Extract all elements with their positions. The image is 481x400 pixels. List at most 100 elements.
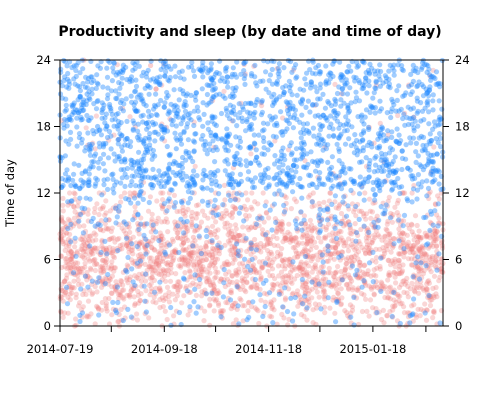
data-point: [159, 206, 165, 212]
data-point: [185, 200, 191, 206]
data-point: [271, 256, 277, 262]
data-point: [424, 281, 430, 287]
data-point: [437, 274, 443, 280]
data-point: [318, 239, 324, 245]
data-point: [232, 196, 239, 202]
data-point: [330, 230, 336, 236]
data-point: [339, 277, 345, 283]
data-point: [366, 174, 372, 180]
data-point: [358, 275, 365, 281]
data-point: [322, 292, 328, 298]
data-point: [59, 281, 65, 287]
data-point: [382, 294, 388, 301]
data-point: [234, 239, 240, 245]
data-point: [292, 244, 298, 250]
data-point: [157, 254, 163, 260]
data-point: [348, 166, 354, 172]
data-point: [228, 228, 234, 234]
data-point: [342, 82, 348, 88]
data-point: [288, 236, 294, 242]
data-point: [229, 247, 235, 253]
data-point: [219, 137, 225, 143]
data-point: [62, 256, 68, 262]
data-point: [404, 232, 410, 238]
data-point: [275, 249, 281, 255]
data-point: [392, 274, 398, 280]
data-point: [404, 242, 410, 248]
data-point: [338, 210, 345, 217]
data-point: [356, 98, 363, 104]
data-point: [313, 266, 319, 272]
data-point: [107, 208, 113, 214]
data-point: [58, 253, 64, 260]
data-point: [382, 157, 388, 163]
data-point: [158, 233, 164, 239]
data-point: [165, 77, 171, 83]
data-point: [123, 196, 129, 202]
data-point: [108, 88, 115, 94]
data-point: [97, 226, 104, 232]
data-point: [178, 136, 184, 142]
data-point: [136, 263, 142, 269]
data-point: [291, 196, 298, 202]
data-point: [102, 275, 109, 281]
data-point: [208, 169, 214, 176]
data-point: [168, 270, 174, 276]
data-point: [136, 257, 142, 263]
data-point: [230, 85, 236, 91]
data-point: [379, 237, 385, 243]
data-point: [300, 279, 306, 285]
data-point: [87, 265, 94, 271]
data-point: [233, 226, 239, 232]
data-point: [308, 238, 314, 244]
data-point: [343, 222, 349, 228]
data-point: [405, 310, 411, 316]
data-point: [416, 234, 422, 241]
data-point: [390, 168, 396, 174]
data-point: [68, 249, 74, 255]
data-point: [314, 158, 320, 164]
data-point: [361, 279, 367, 285]
data-point: [301, 139, 307, 145]
data-point: [274, 235, 280, 241]
data-point: [211, 246, 217, 252]
data-point: [232, 245, 238, 251]
data-point: [228, 109, 234, 115]
data-point: [118, 180, 124, 186]
data-point: [247, 110, 253, 116]
data-point: [150, 122, 157, 128]
data-point: [259, 175, 265, 181]
data-point: [108, 266, 114, 272]
data-point: [136, 172, 142, 179]
data-point: [80, 233, 86, 239]
data-point: [280, 280, 286, 286]
data-point: [116, 136, 122, 142]
data-point: [71, 278, 77, 284]
data-point: [78, 246, 84, 252]
data-point: [320, 147, 326, 153]
data-point: [185, 112, 191, 118]
data-point: [67, 231, 73, 237]
data-point: [425, 150, 431, 157]
data-point: [434, 229, 440, 235]
data-point: [113, 203, 119, 209]
data-point: [435, 193, 441, 199]
data-point: [166, 78, 172, 84]
data-point: [105, 271, 111, 278]
data-point: [220, 202, 226, 208]
data-point: [223, 147, 229, 153]
data-point: [110, 176, 116, 182]
data-point: [141, 101, 147, 107]
data-point: [381, 211, 388, 217]
data-point: [66, 200, 72, 206]
data-point: [323, 115, 329, 121]
data-point: [149, 274, 155, 280]
data-point: [385, 277, 391, 283]
data-point: [390, 99, 396, 105]
data-point: [173, 250, 179, 256]
data-point: [236, 190, 242, 196]
data-point: [164, 128, 171, 134]
data-point: [320, 289, 326, 295]
data-point: [151, 102, 158, 108]
data-point: [366, 78, 372, 84]
